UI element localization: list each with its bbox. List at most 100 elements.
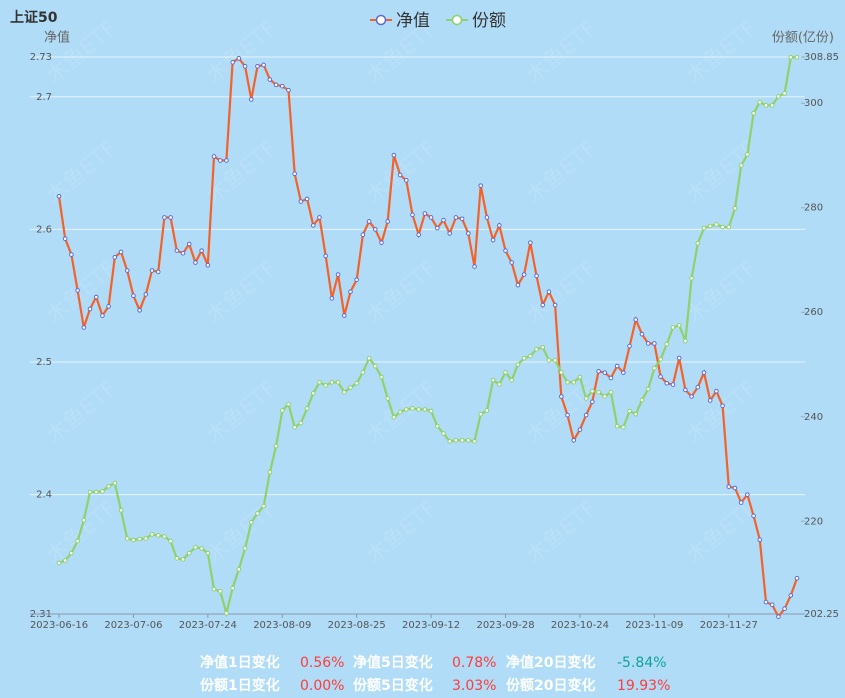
data-point (323, 383, 328, 388)
data-point (230, 60, 235, 65)
data-point (267, 469, 273, 475)
data-point (695, 384, 701, 390)
stat-value: 0.78% (452, 655, 496, 671)
y-axis-label: 净值 (44, 30, 70, 46)
data-point (56, 560, 62, 566)
data-point (472, 439, 477, 444)
stat-label: 份额20日变化 (506, 677, 595, 694)
data-point (435, 225, 440, 231)
data-point (738, 163, 744, 168)
data-point (180, 557, 186, 562)
data-point (627, 343, 632, 349)
x-tick-label: 2023-07-24 (179, 620, 237, 631)
data-point (236, 56, 242, 61)
data-point (224, 610, 229, 616)
data-point (515, 282, 521, 288)
watermark: 木鱼ETF (522, 496, 602, 569)
x-tick-label: 2023-09-12 (402, 620, 460, 631)
y2-axis-label: 份额(亿份) (772, 31, 834, 46)
data-point (428, 215, 434, 220)
data-point (590, 388, 595, 394)
data-point (732, 485, 738, 491)
y-tick-label: 2.6 (36, 224, 52, 235)
data-point (676, 355, 682, 361)
data-point (410, 212, 415, 218)
x-tick-label: 2023-06-16 (30, 620, 88, 631)
data-point (186, 241, 192, 247)
data-point (267, 77, 273, 82)
data-point (571, 379, 577, 385)
y2-tick-label: 260 (804, 307, 823, 318)
y-tick-label: 2.4 (36, 490, 52, 501)
data-point (341, 313, 347, 318)
data-point (652, 341, 657, 346)
data-point (478, 411, 484, 417)
watermark: 木鱼ETF (682, 16, 762, 89)
data-point (118, 507, 124, 513)
data-point (248, 519, 254, 525)
data-point (422, 407, 428, 412)
watermark: 木鱼ETF (362, 256, 442, 329)
watermark: 木鱼ETF (202, 376, 282, 449)
data-point (571, 437, 577, 443)
data-point (602, 394, 608, 399)
data-point (732, 205, 738, 211)
data-point (782, 91, 787, 96)
data-point (180, 250, 186, 256)
data-point (714, 222, 719, 227)
data-point (205, 550, 211, 556)
data-point (329, 379, 335, 385)
chart-title: 上证50 (10, 10, 58, 26)
data-point (614, 423, 620, 429)
data-point (720, 403, 725, 409)
data-point (552, 302, 558, 308)
watermark: 木鱼ETF (362, 136, 442, 209)
data-point (310, 390, 316, 396)
data-point (118, 249, 124, 255)
data-point (745, 152, 750, 157)
data-point (608, 375, 614, 381)
data-point (565, 379, 570, 385)
data-point (645, 341, 651, 346)
data-point (707, 223, 713, 229)
data-point (385, 396, 390, 401)
data-point (621, 424, 626, 430)
data-point (664, 380, 670, 386)
data-point (372, 227, 378, 232)
data-point (528, 353, 533, 359)
data-point (707, 398, 713, 403)
data-point (788, 593, 794, 598)
data-point (354, 277, 359, 283)
data-point (577, 427, 583, 432)
data-point (286, 87, 291, 93)
data-point (497, 223, 502, 228)
stat-label: 份额1日变化 (200, 677, 280, 694)
data-point (403, 407, 409, 412)
data-point (720, 224, 725, 230)
data-point (242, 63, 248, 69)
data-point (391, 414, 397, 420)
stat-value: 19.93% (617, 678, 670, 694)
data-point (286, 401, 291, 407)
data-point (534, 347, 539, 352)
stat-value: 0.00% (300, 678, 344, 694)
data-point (577, 374, 583, 380)
data-point (490, 237, 496, 243)
data-point (255, 511, 260, 516)
data-point (217, 588, 223, 594)
data-point (62, 558, 68, 563)
y2-tick-label: 220 (804, 516, 823, 527)
x-tick-label: 2023-11-27 (700, 620, 758, 631)
data-point (193, 260, 198, 265)
data-point (112, 480, 118, 486)
data-point (763, 599, 769, 605)
data-point (794, 575, 800, 581)
watermark: 木鱼ETF (682, 136, 762, 209)
data-point (559, 370, 564, 375)
data-point (236, 567, 242, 572)
data-point (341, 389, 347, 395)
data-point (559, 394, 564, 399)
data-point (410, 406, 415, 411)
data-point (788, 54, 794, 60)
data-point (670, 382, 676, 387)
